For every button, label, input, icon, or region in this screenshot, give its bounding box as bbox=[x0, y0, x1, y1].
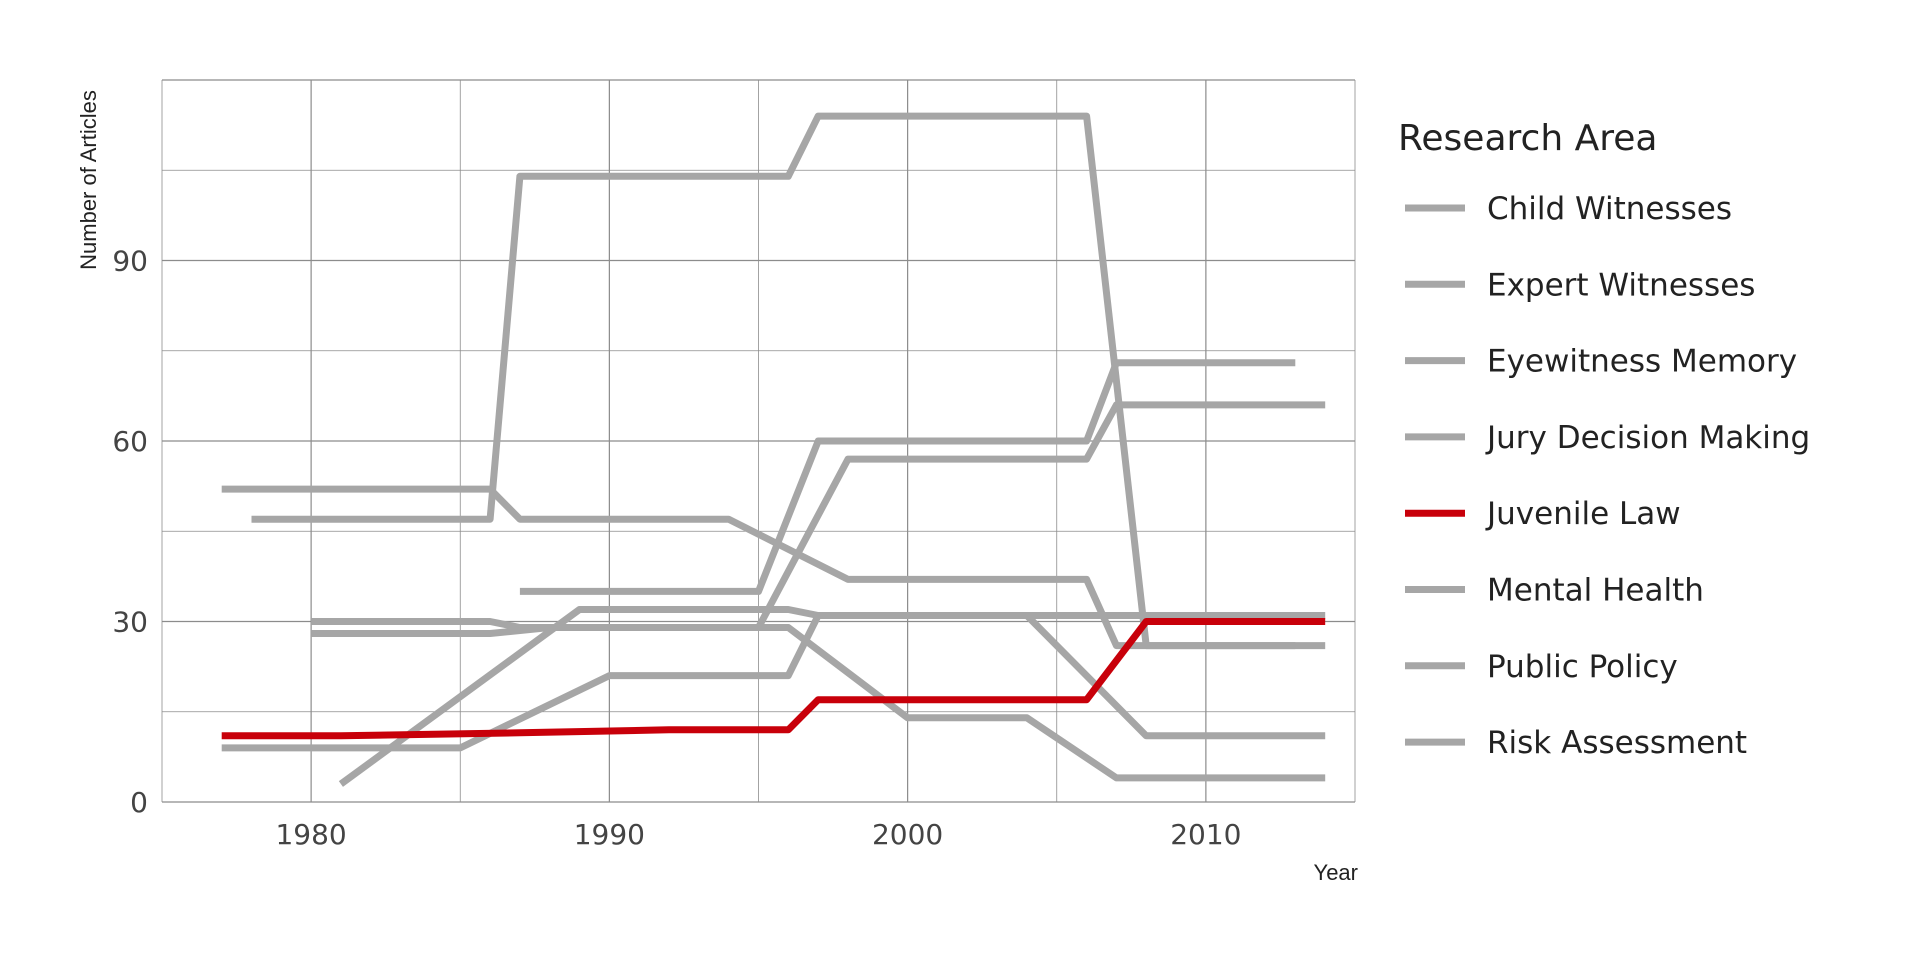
legend-label-risk-assessment: Risk Assessment bbox=[1487, 725, 1747, 761]
legend-label-eyewitness-memory: Eyewitness Memory bbox=[1487, 344, 1797, 380]
legend-label-mental-health: Mental Health bbox=[1487, 573, 1704, 609]
legend-items: Child Witnesses Expert Witnesses Eyewitnes… bbox=[1405, 191, 1810, 761]
x-tick-label: 2000 bbox=[872, 818, 943, 851]
series-line-jury-decision-making bbox=[311, 401, 1326, 637]
series-lines bbox=[221, 112, 1326, 787]
x-tick-label: 1990 bbox=[574, 818, 645, 851]
x-tick-label: 1980 bbox=[275, 818, 346, 851]
y-tick-label: 60 bbox=[112, 425, 148, 458]
y-tick-label: 90 bbox=[112, 245, 148, 278]
grid-lines bbox=[161, 79, 1356, 803]
series-line-eyewitness-memory bbox=[519, 359, 1296, 595]
legend: Research Area Child Witnesses Expert Witn… bbox=[1398, 118, 1810, 761]
y-tick-labels: 0 30 60 90 bbox=[112, 245, 148, 820]
y-tick-label: 0 bbox=[130, 786, 148, 819]
y-tick-label: 30 bbox=[112, 606, 148, 639]
legend-title: Research Area bbox=[1398, 118, 1657, 159]
legend-label-jury-decision-making: Jury Decision Making bbox=[1485, 420, 1810, 456]
legend-label-public-policy: Public Policy bbox=[1487, 649, 1678, 685]
x-tick-labels: 1980 1990 2000 2010 bbox=[275, 818, 1241, 851]
series-line-risk-assessment bbox=[311, 618, 1326, 782]
legend-label-child-witnesses: Child Witnesses bbox=[1487, 191, 1732, 227]
legend-label-expert-witnesses: Expert Witnesses bbox=[1487, 267, 1755, 303]
legend-label-juvenile-law: Juvenile Law bbox=[1485, 496, 1681, 532]
y-axis-title: Number of Articles bbox=[76, 90, 101, 270]
x-tick-label: 2010 bbox=[1170, 818, 1241, 851]
series-line-juvenile-law bbox=[221, 618, 1326, 740]
series-line-expert-witnesses bbox=[251, 112, 1296, 650]
x-axis-title: Year bbox=[1314, 860, 1358, 885]
